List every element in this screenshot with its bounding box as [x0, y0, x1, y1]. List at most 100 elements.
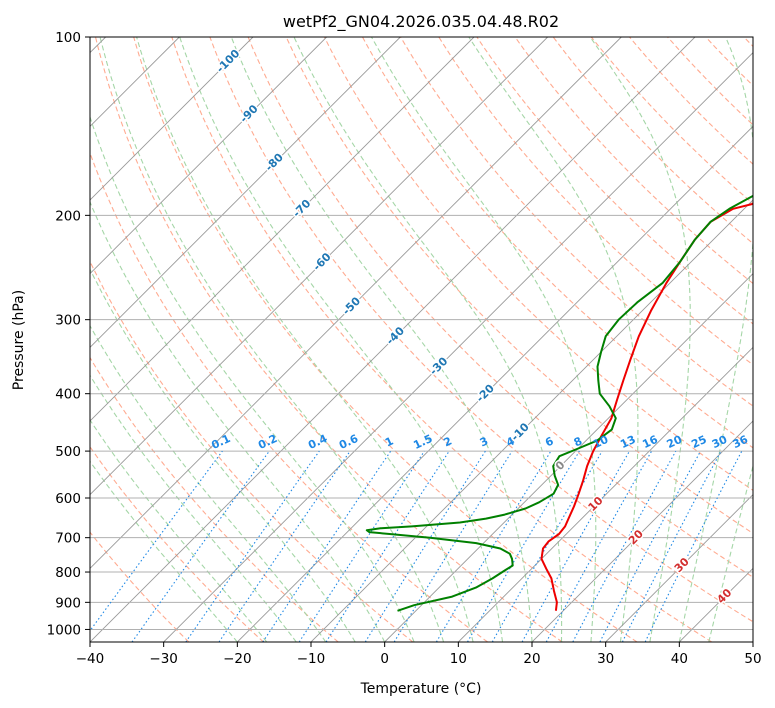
mixing-ratio-line — [491, 450, 603, 642]
moist-adiabat-line — [293, 37, 563, 642]
isotherm-line — [458, 346, 753, 642]
isotherm-label: -20 — [474, 381, 497, 404]
x-tick-label: 10 — [450, 651, 467, 667]
dry-adiabat-label: 20 — [626, 527, 646, 547]
mixing-ratio-line — [521, 450, 630, 642]
moist-adiabat-line — [179, 37, 504, 642]
zero-isotherm-label: 0 — [553, 458, 568, 473]
dry-adiabat-line — [90, 260, 414, 642]
x-tick-label: 0 — [380, 651, 389, 667]
moist-adiabat-line — [90, 419, 268, 642]
mixing-ratio-label: 10 — [591, 433, 611, 451]
isotherm-line — [90, 37, 696, 642]
x-tick-label: 30 — [597, 651, 614, 667]
y-tick-label: 500 — [55, 444, 81, 460]
dry-adiabat-line — [171, 37, 712, 642]
dry-adiabat-line — [667, 37, 753, 126]
plot-frame — [89, 36, 754, 643]
dry-adiabat-line — [590, 37, 753, 205]
isotherm-line — [310, 199, 753, 642]
isotherms — [90, 37, 753, 642]
isotherm-label: -30 — [427, 354, 450, 377]
mixing-ratio-line — [131, 450, 270, 642]
mixing-ratio-line — [393, 450, 513, 642]
isotherm-label: -40 — [384, 324, 407, 347]
dewpoint-profile — [365, 194, 753, 612]
y-tick-label: 200 — [55, 208, 81, 224]
x-tick-label: −20 — [223, 651, 252, 667]
isotherm-label: -90 — [237, 102, 260, 125]
mixing-ratio-label: 0.1 — [209, 432, 232, 452]
isotherm-line — [531, 420, 753, 642]
mixing-ratio-label: 1 — [383, 434, 395, 449]
dry-adiabat-line — [90, 356, 339, 642]
moist-adiabat-line — [90, 374, 297, 642]
dry-adiabat-line — [476, 37, 753, 325]
isotherm-label: -60 — [310, 250, 333, 273]
dry-adiabat-line — [209, 37, 753, 623]
moist-adiabat-line — [90, 115, 415, 642]
dry-adiabat-line — [400, 37, 753, 407]
mixing-ratio-line — [90, 450, 223, 632]
moist-adiabat-line — [230, 37, 533, 642]
temperature-profile — [540, 202, 753, 611]
dry-adiabat-line — [438, 37, 753, 366]
x-tick-label: −40 — [76, 651, 105, 667]
dry-adiabat-line — [90, 151, 488, 642]
y-tick-label: 300 — [55, 313, 81, 329]
moist-adiabat-line — [90, 200, 386, 642]
mixing-ratio-lines — [90, 450, 743, 642]
plot-area: 0.1 0.2 0.4 0.6 1 1.5 2 3 4 6 8 10 13 16 20 25 30 36-100-… — [90, 37, 753, 642]
x-tick-label: −10 — [297, 651, 326, 667]
mixing-ratio-line — [599, 450, 701, 642]
y-tick-label: 900 — [55, 595, 81, 611]
y-tick-label: 600 — [55, 491, 81, 507]
isotherm-line — [90, 37, 401, 348]
dry-adiabat-line — [94, 37, 563, 642]
mixing-ratio-label: 6 — [543, 434, 556, 449]
isotherm-label: -80 — [263, 150, 286, 173]
moist-adiabat-line — [90, 460, 238, 642]
mixing-ratio-label: 1.5 — [411, 432, 434, 452]
x-axis-title: Temperature (°C) — [360, 681, 482, 697]
x-tick-label: −30 — [149, 651, 178, 667]
isotherm-line — [163, 52, 753, 642]
isotherm-line — [679, 567, 753, 642]
dry-adiabat-line — [323, 37, 753, 491]
dry-adiabat-label: 10 — [586, 494, 606, 514]
isotherm-line — [90, 37, 548, 496]
y-axis: 100 200 300 400 500 600 700 800 900 1000 — [47, 30, 90, 638]
mixing-ratio-line — [572, 450, 677, 642]
mixing-ratio-label: 13 — [618, 433, 637, 451]
moist-adiabat-line — [99, 37, 445, 642]
mixing-ratio-label: 0.4 — [306, 432, 329, 452]
dry-adiabat-line — [133, 37, 638, 642]
dry-adiabat-line — [285, 37, 753, 535]
moist-adiabat-line — [589, 37, 691, 642]
mixing-ratio-line — [218, 450, 351, 642]
moist-adiabat-line — [90, 324, 327, 642]
x-tick-label: 40 — [671, 651, 688, 667]
dry-adiabat-line — [552, 37, 753, 245]
moist-adiabat-line — [371, 37, 597, 642]
mixing-ratio-line — [185, 450, 320, 642]
mixing-ratio-label: 30 — [710, 433, 730, 451]
isotherm-line — [605, 494, 753, 642]
mixing-ratio-label: 16 — [640, 433, 660, 451]
mixing-ratio-line — [545, 450, 653, 642]
isotherm-line — [90, 37, 254, 201]
isotherm-label: -50 — [340, 294, 363, 317]
isotherm-line — [90, 37, 475, 422]
mixing-ratio-line — [325, 450, 450, 642]
isotherm-line — [237, 125, 753, 642]
dry-adiabat-line — [514, 37, 753, 285]
moist-adiabat-line — [678, 37, 753, 642]
dry-adiabat-line — [90, 531, 190, 642]
mixing-ratio-line — [621, 450, 722, 642]
mixing-ratio-line — [467, 450, 580, 642]
mixing-ratio-label: 2 — [442, 434, 454, 449]
isotherm-line — [90, 37, 622, 569]
y-tick-label: 800 — [55, 565, 81, 581]
mixing-ratio-line — [364, 450, 486, 642]
